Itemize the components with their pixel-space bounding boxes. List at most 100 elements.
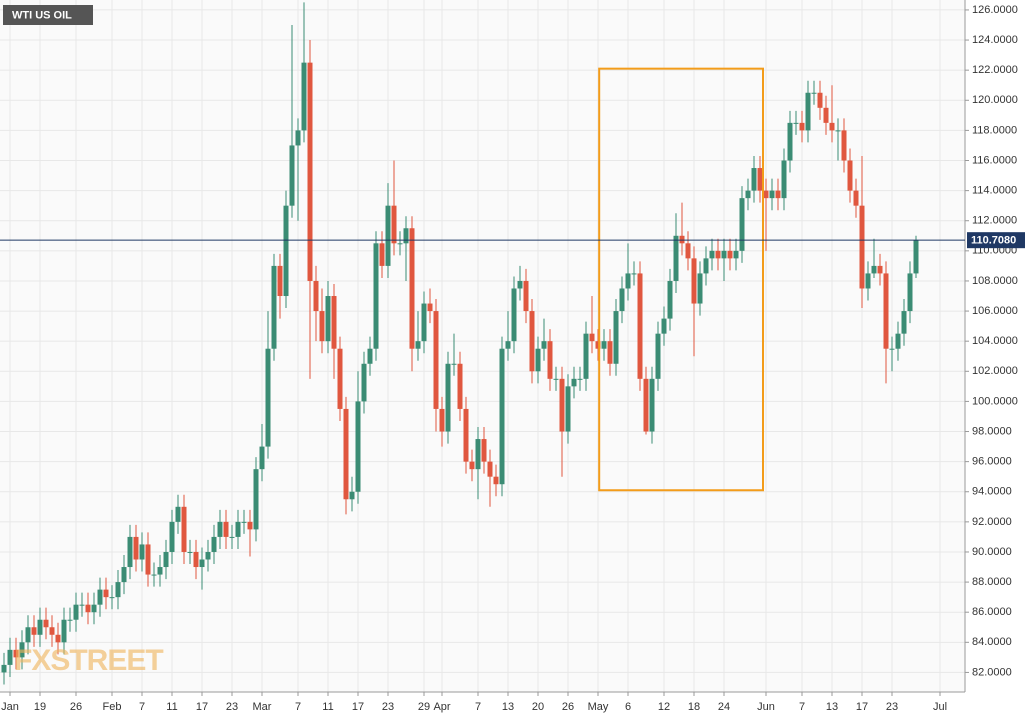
candle-body [769,190,775,199]
y-tick-label: 98.0000 [972,425,1012,437]
x-tick-label: 24 [718,701,730,713]
candle-body [355,401,361,492]
candle-body [517,280,523,289]
candle-body [499,348,505,485]
candle-body [379,243,385,266]
x-tick-label: 19 [34,701,46,713]
x-tick-label: 18 [688,701,700,713]
candle-body [31,627,37,635]
candle-body [775,190,781,199]
candle-body [121,567,127,583]
candle-body [601,341,607,349]
y-tick-label: 86.0000 [972,606,1012,618]
x-tick-label: 26 [562,701,574,713]
candle-body [397,243,403,245]
candle-body [289,145,295,206]
candle-body [349,491,355,500]
candle-body [163,551,169,568]
x-tick-label: 7 [799,701,805,713]
candle-body [535,348,541,372]
y-tick-label: 112.0000 [972,215,1017,227]
candle-body [661,318,667,334]
candle-body [907,273,913,312]
candle-body [199,559,205,568]
candle-body [571,378,577,387]
candle-body [433,311,439,409]
y-tick-label: 90.0000 [972,546,1012,558]
x-tick-label: Jun [757,701,775,713]
candle-body [127,536,133,568]
candle-body [103,589,109,598]
candle-body [901,311,907,334]
candle-body [337,348,343,409]
candle-body [655,333,661,379]
candle-body [763,190,769,199]
candle-body [427,303,433,312]
x-tick-label: 7 [139,701,145,713]
candle-body [889,348,895,350]
candle-body [691,258,697,304]
candle-body [469,461,475,470]
x-tick-label: 13 [826,701,838,713]
candle-body [721,250,727,259]
candle-body [73,604,79,620]
candle-body [67,619,73,621]
x-tick-label: 23 [226,701,238,713]
y-tick-label: 100.0000 [972,395,1018,407]
candle-body [823,107,829,123]
candle-body [871,265,877,274]
highlight-box [598,67,765,492]
candle-body [85,604,91,613]
candle-body [727,250,733,259]
x-tick-label: 17 [196,701,208,713]
x-tick-label: 17 [856,701,868,713]
candle-body [115,582,121,598]
candle-body [733,250,739,259]
candle-body [805,92,811,131]
last-price-badge [967,232,1025,249]
candle-body [853,190,859,206]
x-tick-label: Jan [1,701,19,713]
candle-body [913,240,919,274]
x-tick-label: 29 [418,701,430,713]
candle-body [217,521,223,537]
candle-body [409,228,415,349]
candle-body [679,235,685,244]
candle-body [523,280,529,312]
candle-body [847,160,853,191]
candle-body [187,551,193,553]
candle-body [841,130,847,161]
x-tick-label: 12 [658,701,670,713]
y-tick-label: 108.0000 [972,275,1018,287]
candle-body [745,190,751,199]
x-tick-label: 7 [475,701,481,713]
x-tick-label: 6 [625,701,631,713]
candle-body [403,228,409,244]
candle-body [649,378,655,432]
candle-body [325,296,331,342]
candle-body [457,363,463,409]
candle-body [709,250,715,259]
candle-body [313,280,319,312]
candle-body [619,288,625,312]
candle-body [811,92,817,94]
candle-body [607,341,613,364]
candle-body [13,649,19,658]
candle-body [367,348,373,364]
candle-body [361,363,367,402]
x-tick-label: Apr [433,701,450,713]
candle-body [739,198,745,251]
candle-body [829,122,835,131]
candle-body [331,296,337,349]
x-tick-label: 13 [502,701,514,713]
x-tick-label: Feb [103,701,122,713]
candle-body [391,205,397,244]
candle-body [373,243,379,349]
candle-body [883,273,889,349]
x-tick-label: 23 [886,701,898,713]
candle-body [481,439,487,462]
candle-body [715,250,721,259]
candle-body [61,619,67,643]
y-tick-label: 96.0000 [972,456,1012,468]
candle-body [463,408,469,462]
